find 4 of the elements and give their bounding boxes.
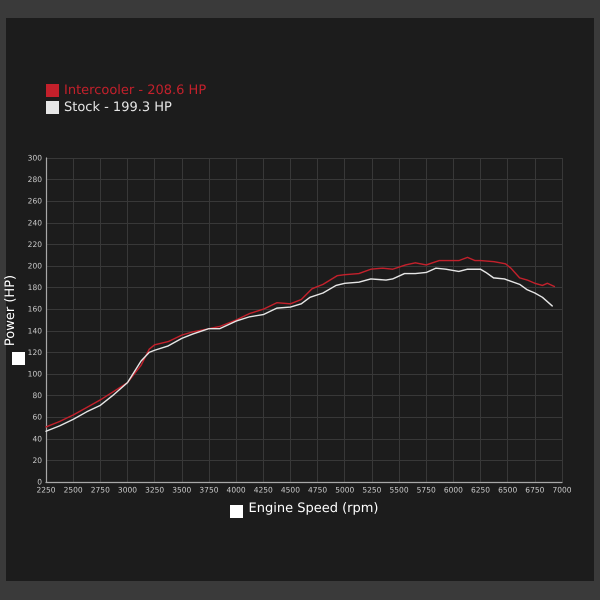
x-axis-title: Engine Speed (rpm)	[248, 501, 378, 516]
y-axis-title: Power (HP)	[2, 274, 18, 346]
legend-label: Stock - 199.3 HP	[64, 100, 172, 115]
legend-label: Intercooler - 208.6 HP	[64, 83, 206, 98]
